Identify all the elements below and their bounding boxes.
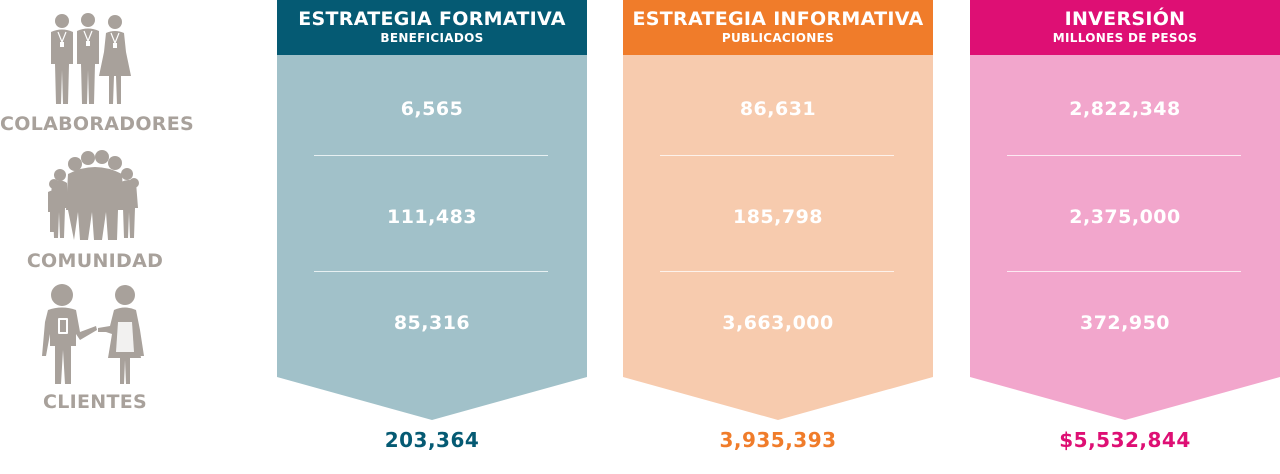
panel-total: 3,935,393 — [719, 428, 837, 452]
employees-icon — [51, 13, 131, 104]
community-icon — [48, 150, 139, 240]
panel-header: ESTRATEGIA INFORMATIVA PUBLICACIONES — [623, 0, 933, 55]
panel-subtitle: BENEFICIADOS — [380, 31, 484, 45]
value-comunidad: 111,483 — [386, 206, 478, 228]
stakeholder-column: COLABORADORES COMUNIDAD — [0, 0, 200, 474]
value-clientes: 3,663,000 — [722, 312, 834, 334]
panel-body: 2,822,348 2,375,000 372,950 — [970, 55, 1280, 420]
row-divider — [1007, 271, 1241, 272]
group-clientes: CLIENTES — [0, 275, 200, 474]
panel-header: ESTRATEGIA FORMATIVA BENEFICIADOS — [277, 0, 587, 55]
group-colaboradores: COLABORADORES — [0, 0, 200, 140]
row-divider — [660, 271, 894, 272]
row-divider — [314, 155, 548, 156]
row-divider — [314, 271, 548, 272]
panel-total: $5,532,844 — [1059, 428, 1191, 452]
group-label: CLIENTES — [42, 391, 148, 413]
group-label: COLABORADORES — [0, 113, 194, 135]
value-clientes: 372,950 — [1079, 312, 1171, 334]
value-colaboradores: 2,822,348 — [1069, 98, 1181, 120]
row-divider — [1007, 155, 1241, 156]
panel-total: 203,364 — [384, 428, 480, 452]
panel-body: 6,565 111,483 85,316 — [277, 55, 587, 420]
clients-icon — [42, 284, 144, 384]
value-clientes: 85,316 — [393, 312, 471, 334]
value-comunidad: 2,375,000 — [1069, 206, 1181, 228]
value-comunidad: 185,798 — [732, 206, 824, 228]
row-divider — [660, 155, 894, 156]
panel-body: 86,631 185,798 3,663,000 — [623, 55, 933, 420]
group-comunidad: COMUNIDAD — [0, 140, 200, 275]
value-colaboradores: 6,565 — [400, 98, 464, 120]
panel-header: INVERSIÓN MILLONES DE PESOS — [970, 0, 1280, 55]
group-label: COMUNIDAD — [26, 250, 164, 272]
panel-title: INVERSIÓN — [1064, 8, 1186, 30]
panel-subtitle: PUBLICACIONES — [721, 31, 835, 45]
panel-estrategia-formativa: ESTRATEGIA FORMATIVA BENEFICIADOS 6,565 … — [277, 0, 587, 474]
panel-title: ESTRATEGIA FORMATIVA — [298, 8, 566, 30]
panel-title: ESTRATEGIA INFORMATIVA — [632, 8, 924, 30]
value-colaboradores: 86,631 — [739, 98, 817, 120]
panel-inversion: INVERSIÓN MILLONES DE PESOS 2,822,348 2,… — [970, 0, 1280, 474]
panel-subtitle: MILLONES DE PESOS — [1052, 31, 1198, 45]
panel-estrategia-informativa: ESTRATEGIA INFORMATIVA PUBLICACIONES 86,… — [623, 0, 933, 474]
